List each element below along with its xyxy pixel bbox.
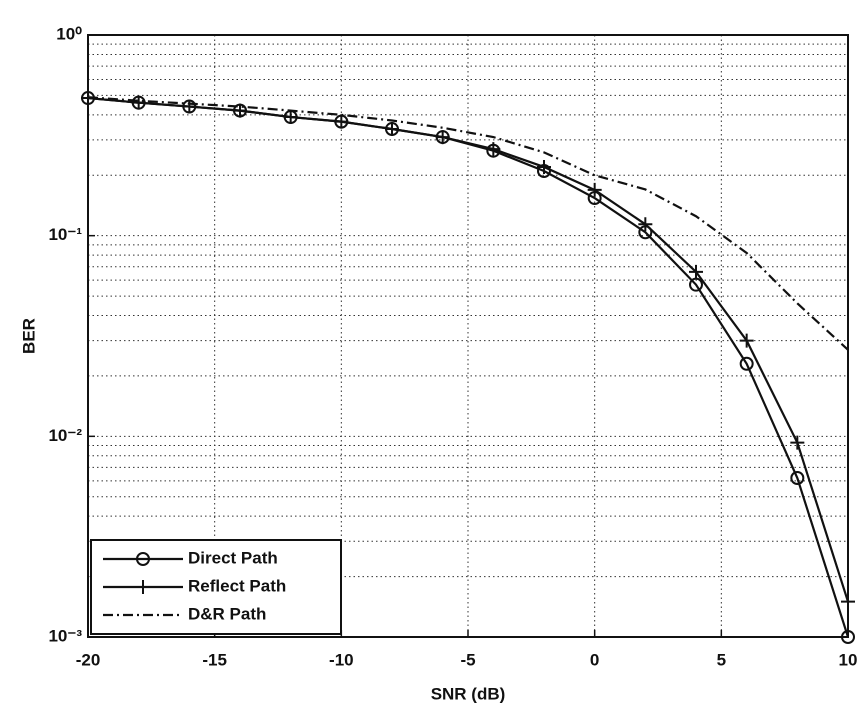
- x-axis-label: SNR (dB): [431, 684, 506, 703]
- y-tick-label: 10⁻¹: [48, 225, 82, 244]
- legend-label: Reflect Path: [188, 576, 286, 595]
- x-tick-label: -5: [460, 650, 475, 669]
- point: [739, 333, 754, 348]
- x-tick-label: -20: [76, 650, 101, 669]
- point: [486, 142, 501, 157]
- legend-label: D&R Path: [188, 604, 266, 623]
- point: [435, 130, 450, 145]
- point: [334, 114, 349, 129]
- point: [841, 594, 855, 609]
- plot-frame: [87, 34, 849, 638]
- point: [131, 95, 146, 110]
- y-tick-label: 10⁻²: [48, 426, 82, 445]
- point: [638, 217, 653, 232]
- point: [136, 552, 150, 566]
- point: [136, 580, 150, 594]
- point: [790, 470, 805, 485]
- point: [537, 159, 551, 174]
- point: [233, 103, 247, 118]
- point: [587, 182, 602, 197]
- series-line: [87, 96, 850, 602]
- point: [283, 110, 298, 125]
- x-tick-label: -15: [202, 650, 227, 669]
- x-tick-label: 5: [717, 650, 726, 669]
- y-tick-label: 10⁰: [56, 24, 82, 43]
- y-tick-label: 10⁻³: [48, 626, 82, 645]
- legend-label: Direct Path: [188, 548, 278, 567]
- x-tick-label: -10: [329, 650, 354, 669]
- point: [841, 630, 855, 644]
- series-line: [87, 96, 849, 351]
- point: [385, 122, 399, 137]
- legend: Direct Path Reflect Path D&R Path: [90, 539, 342, 635]
- y-axis-label: BER: [19, 318, 38, 354]
- point: [689, 264, 703, 279]
- point: [790, 435, 805, 450]
- point: [182, 99, 197, 114]
- x-tick-label: 0: [590, 650, 599, 669]
- x-tick-label: 10: [839, 650, 858, 669]
- point: [739, 356, 754, 371]
